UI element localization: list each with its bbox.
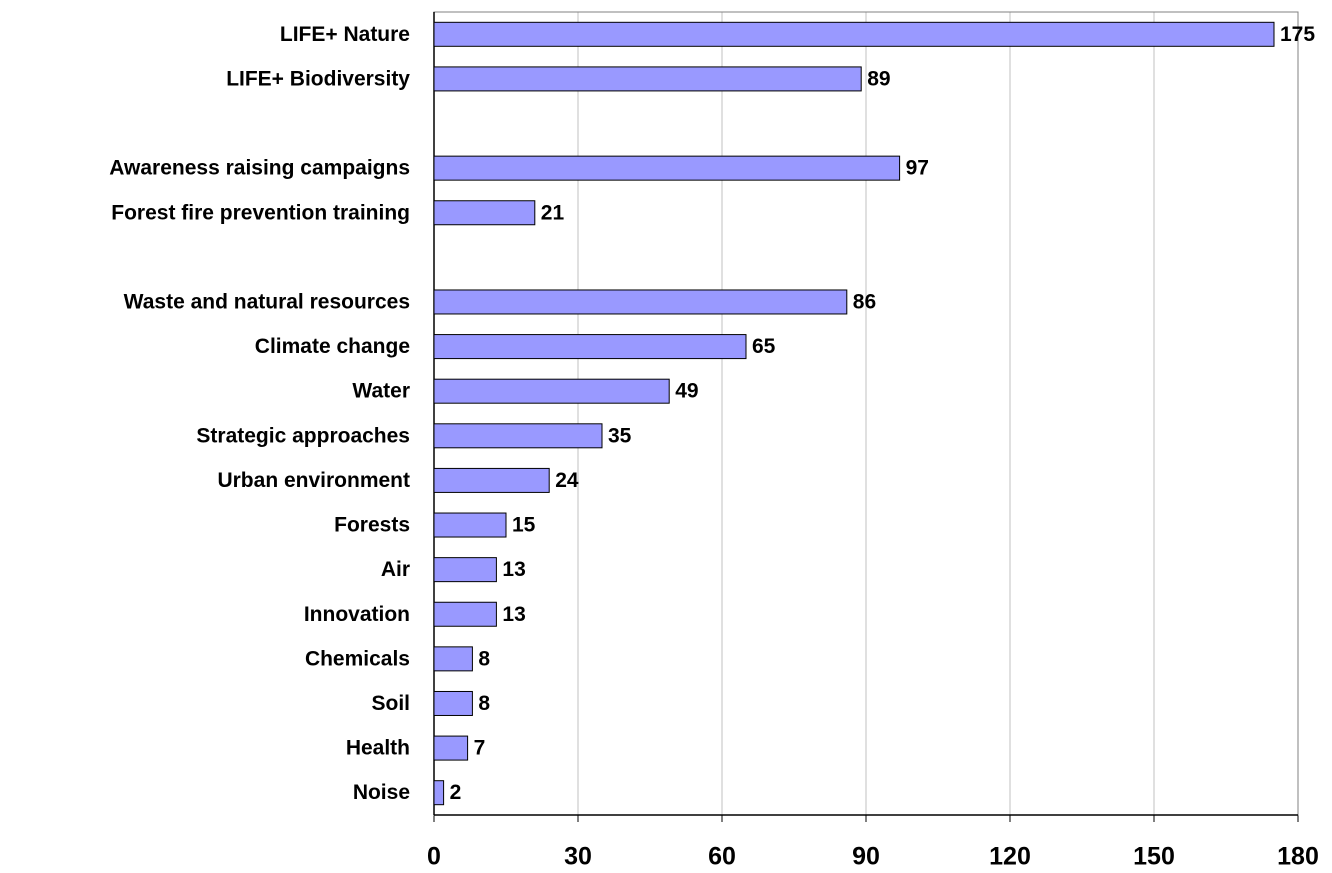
x-tick-label: 60 (708, 843, 736, 871)
y-tick-label: Noise (353, 781, 410, 804)
bar (433, 646, 473, 672)
bar (433, 467, 550, 493)
bar (433, 557, 497, 583)
y-tick-label: Strategic approaches (196, 424, 410, 447)
bar (433, 601, 497, 627)
value-label: 7 (474, 737, 486, 760)
y-tick-label: LIFE+ Biodiversity (226, 67, 410, 90)
bar (433, 423, 603, 449)
y-tick-label: Health (346, 737, 410, 760)
y-tick-label: Climate change (255, 335, 410, 358)
value-label: 89 (867, 67, 890, 90)
x-tick-label: 30 (564, 843, 592, 871)
value-label: 24 (555, 469, 579, 492)
value-label: 65 (752, 335, 776, 358)
value-label: 175 (1280, 23, 1315, 46)
x-tick-label: 0 (427, 843, 441, 871)
y-tick-label: Forest fire prevention training (111, 201, 410, 224)
x-tick-label: 120 (989, 843, 1031, 871)
x-tick-label: 180 (1277, 843, 1319, 871)
bar (433, 155, 901, 181)
bar (433, 690, 473, 716)
bar (433, 289, 848, 315)
y-tick-label: Soil (371, 692, 410, 715)
value-label: 8 (478, 647, 490, 670)
bar (433, 378, 670, 404)
value-label: 13 (502, 603, 525, 626)
x-tick-label: 150 (1133, 843, 1175, 871)
value-label: 97 (906, 157, 929, 180)
y-tick-label: Chemicals (305, 647, 410, 670)
y-tick-label: Urban environment (217, 469, 410, 492)
y-tick-label: Air (381, 558, 410, 581)
bar (433, 66, 862, 92)
bar (433, 200, 536, 226)
y-tick-label: Awareness raising campaigns (109, 157, 410, 180)
y-tick-label: Waste and natural resources (124, 291, 410, 314)
y-tick-label: Forests (334, 514, 410, 537)
value-label: 2 (450, 781, 462, 804)
y-tick-label: LIFE+ Nature (280, 23, 410, 46)
bar (433, 512, 507, 538)
x-tick-label: 90 (852, 843, 880, 871)
bar (433, 735, 469, 761)
y-tick-label: Innovation (304, 603, 410, 626)
bar (433, 334, 747, 360)
y-tick-label: Water (352, 380, 410, 403)
value-label: 86 (853, 291, 876, 314)
value-label: 8 (478, 692, 490, 715)
value-label: 21 (541, 201, 565, 224)
value-label: 13 (502, 558, 525, 581)
bar (433, 21, 1275, 47)
value-label: 15 (512, 514, 536, 537)
value-label: 49 (675, 380, 698, 403)
value-label: 35 (608, 424, 632, 447)
bar (433, 780, 445, 806)
